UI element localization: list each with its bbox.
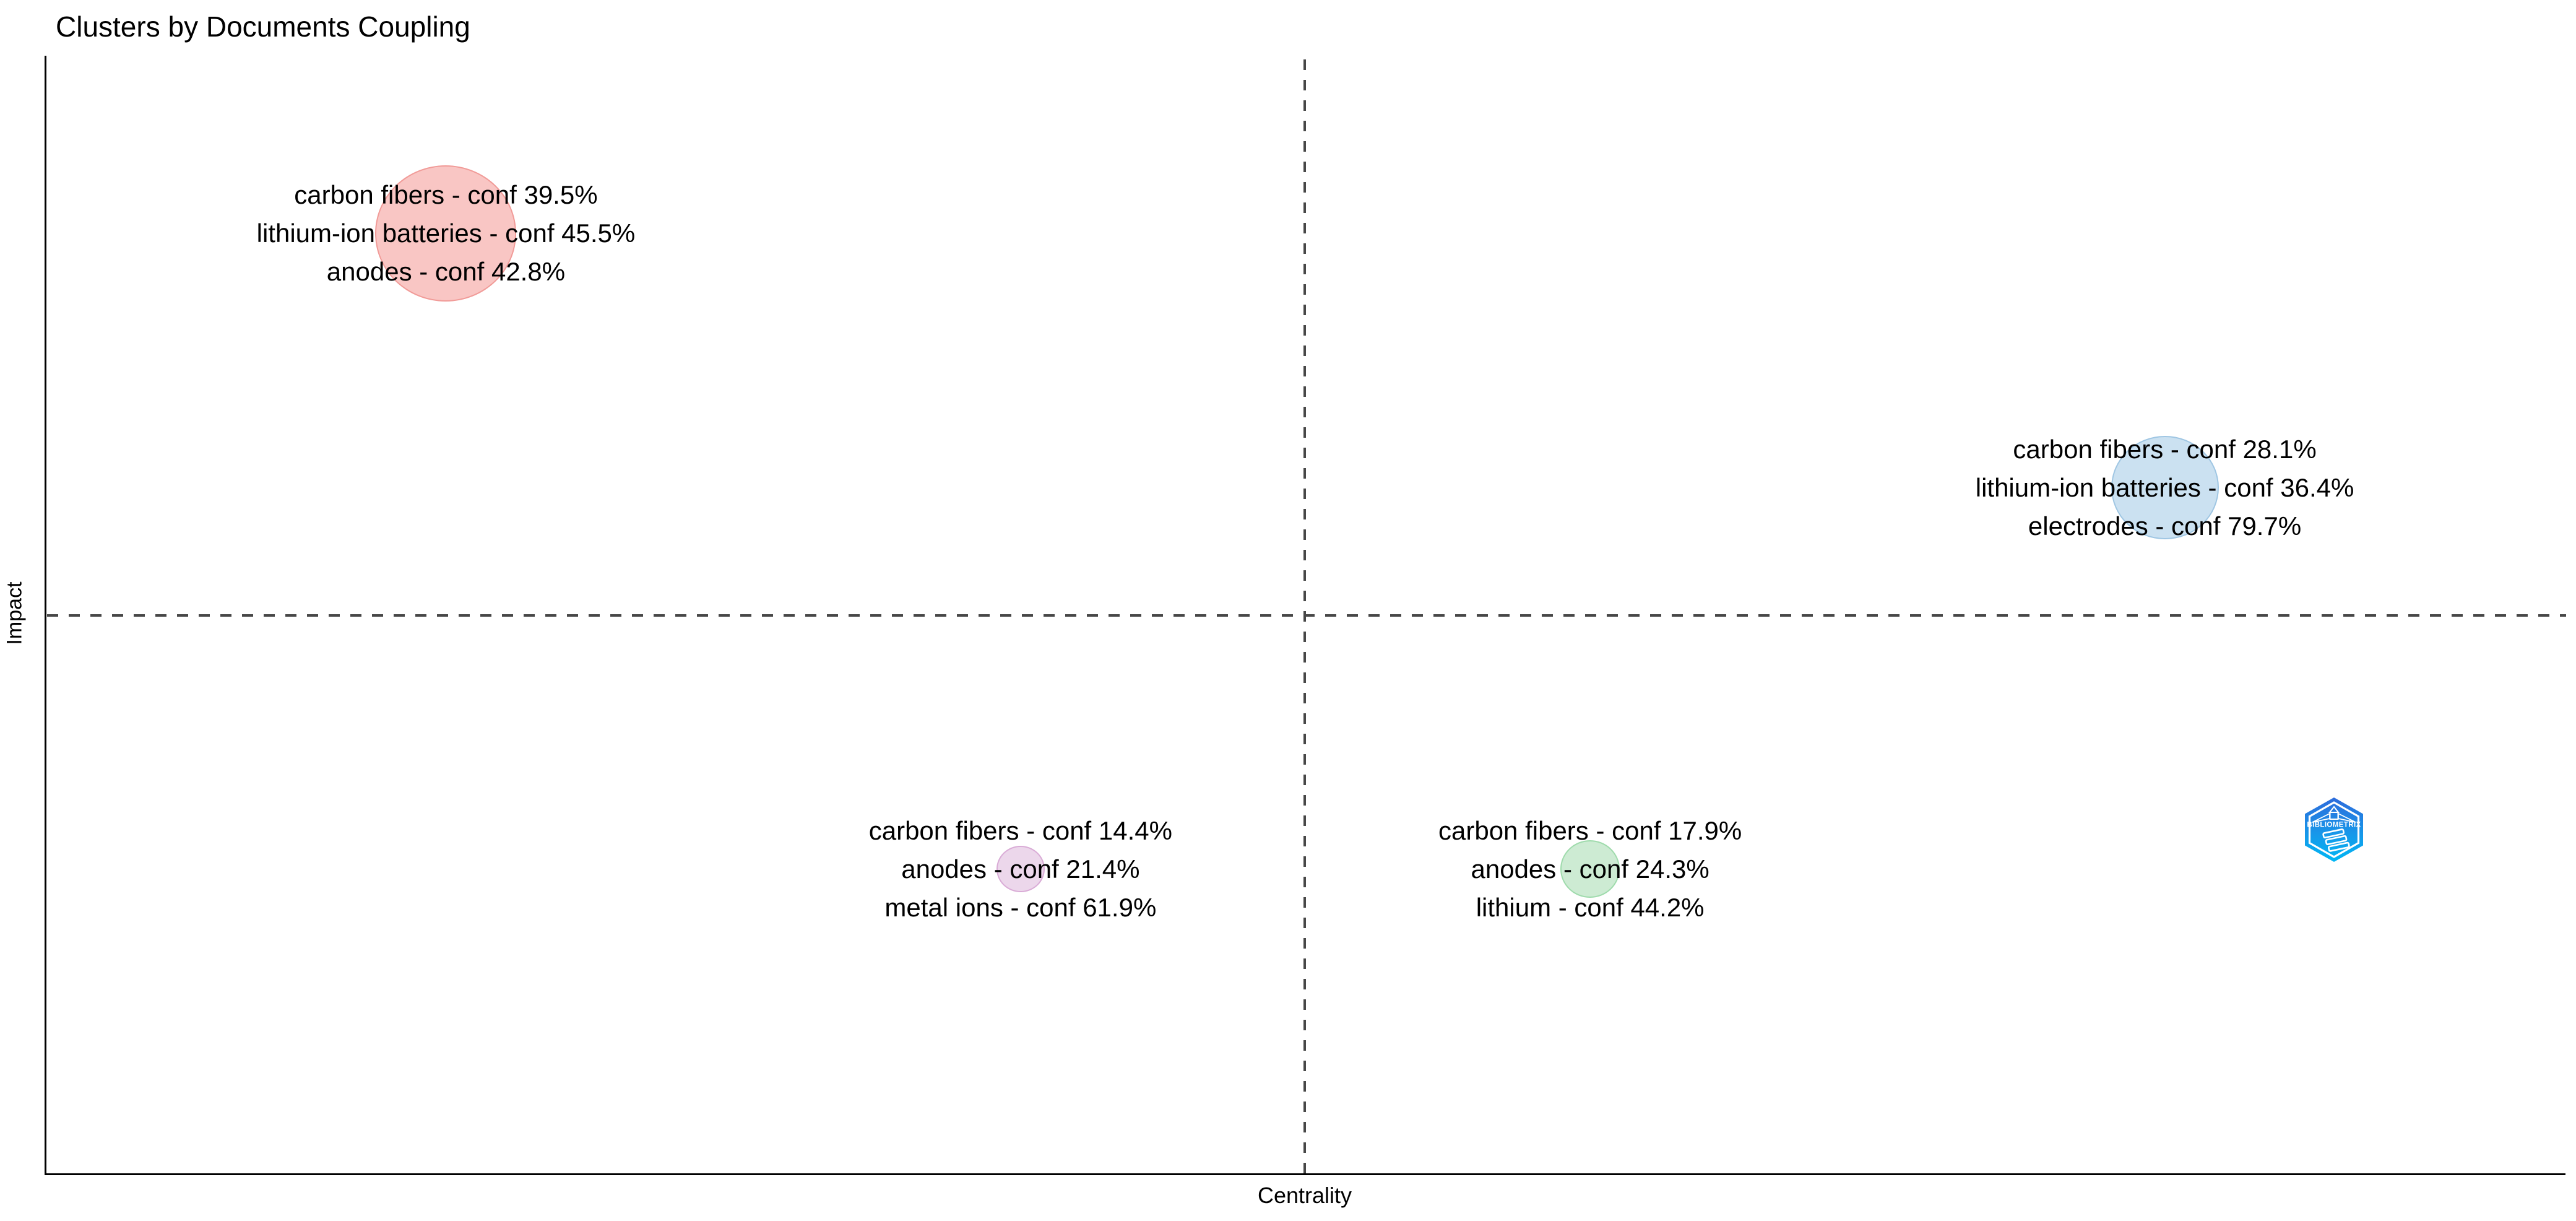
x-axis-label-centrality: Centrality: [1257, 1183, 1352, 1208]
cluster-label-line: carbon fibers - conf 28.1%: [2013, 434, 2317, 464]
x-axis-line: [45, 1173, 2565, 1175]
cluster-bubble-cluster-blue[interactable]: [2111, 435, 2219, 540]
cluster-label-line: electrodes - conf 79.7%: [2028, 511, 2302, 541]
cluster-label-cluster-red: carbon fibers - conf 39.5% lithium-ion ba…: [257, 176, 636, 291]
cluster-bubble-cluster-red[interactable]: [375, 165, 517, 302]
cluster-bubble-cluster-green[interactable]: [1560, 840, 1620, 898]
cluster-label-line: anodes - conf 42.8%: [326, 257, 566, 287]
lighthouse-beam-right: [2338, 812, 2356, 823]
cluster-label-line: carbon fibers - conf 17.9%: [1438, 815, 1742, 845]
cluster-bubble-cluster-purple[interactable]: [996, 846, 1045, 893]
impact-median-dashed-line: [47, 614, 2566, 617]
cluster-label-line: lithium-ion batteries - conf 36.4%: [1975, 472, 2354, 502]
cluster-label-line: lithium-ion batteries - conf 45.5%: [256, 219, 636, 248]
logo-wordmark: BIBLIOMETRIX: [2307, 822, 2361, 829]
chart-title: Clusters by Documents Coupling: [56, 11, 470, 43]
cluster-label-line: metal ions - conf 61.9%: [884, 892, 1157, 922]
cluster-label-cluster-blue: carbon fibers - conf 28.1% lithium-ion ba…: [1976, 430, 2354, 545]
cluster-label-line: lithium - conf 44.2%: [1476, 892, 1705, 922]
cluster-label-cluster-purple: carbon fibers - conf 14.4% anodes - conf …: [869, 812, 1172, 927]
logo-inner-hexagon: [2308, 801, 2360, 858]
cluster-label-line: carbon fibers - conf 39.5%: [294, 180, 598, 210]
bibliometrix-logo-icon: BIBLIOMETRIX: [2303, 796, 2365, 863]
y-axis-label-impact: Impact: [2, 581, 27, 645]
y-axis-line: [45, 56, 46, 1175]
lighthouse-tower: [2322, 828, 2350, 852]
cluster-label-cluster-green: carbon fibers - conf 17.9% anodes - conf …: [1438, 812, 1742, 927]
cluster-label-line: anodes - conf 21.4%: [901, 854, 1140, 884]
cluster-label-line: anodes - conf 24.3%: [1471, 854, 1709, 884]
lighthouse-beam-left: [2312, 812, 2330, 823]
centrality-median-dashed-line: [1303, 59, 1306, 1173]
cluster-label-line: carbon fibers - conf 14.4%: [868, 815, 1172, 845]
